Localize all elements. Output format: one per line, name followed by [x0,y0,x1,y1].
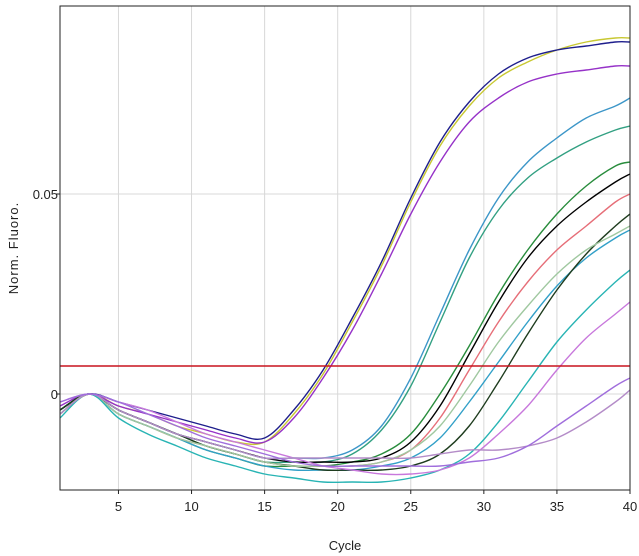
y-axis-title: Norm. Fluoro. [6,202,21,294]
y-axis-ticks: 00.05 [33,187,60,402]
x-tick-label: 35 [550,499,564,514]
x-tick-label: 15 [257,499,271,514]
plot-background [60,6,630,490]
series-group [60,36,630,484]
amplification-curve [60,301,630,476]
amplification-curve [60,389,630,460]
amplification-curve [60,377,630,468]
x-axis-title: Cycle [329,538,362,553]
x-tick-label: 40 [623,499,637,514]
x-tick-label: 10 [184,499,198,514]
amplification-curve [60,40,630,441]
x-tick-label: 25 [404,499,418,514]
y-tick-label: 0.05 [33,187,58,202]
x-tick-label: 30 [477,499,491,514]
x-axis-ticks: 5 10 15 20 25 30 35 40 [115,490,637,514]
amplification-curve [60,269,630,484]
plot-frame [59,5,631,491]
x-tick-label: 5 [115,499,122,514]
amplification-curve [60,64,630,444]
y-tick-label: 0 [51,387,58,402]
x-tick-label: 20 [330,499,344,514]
